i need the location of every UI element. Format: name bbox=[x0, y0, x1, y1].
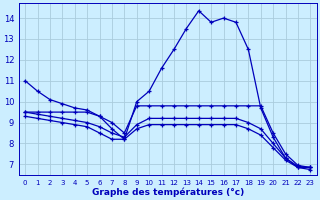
X-axis label: Graphe des températures (°c): Graphe des températures (°c) bbox=[92, 187, 244, 197]
